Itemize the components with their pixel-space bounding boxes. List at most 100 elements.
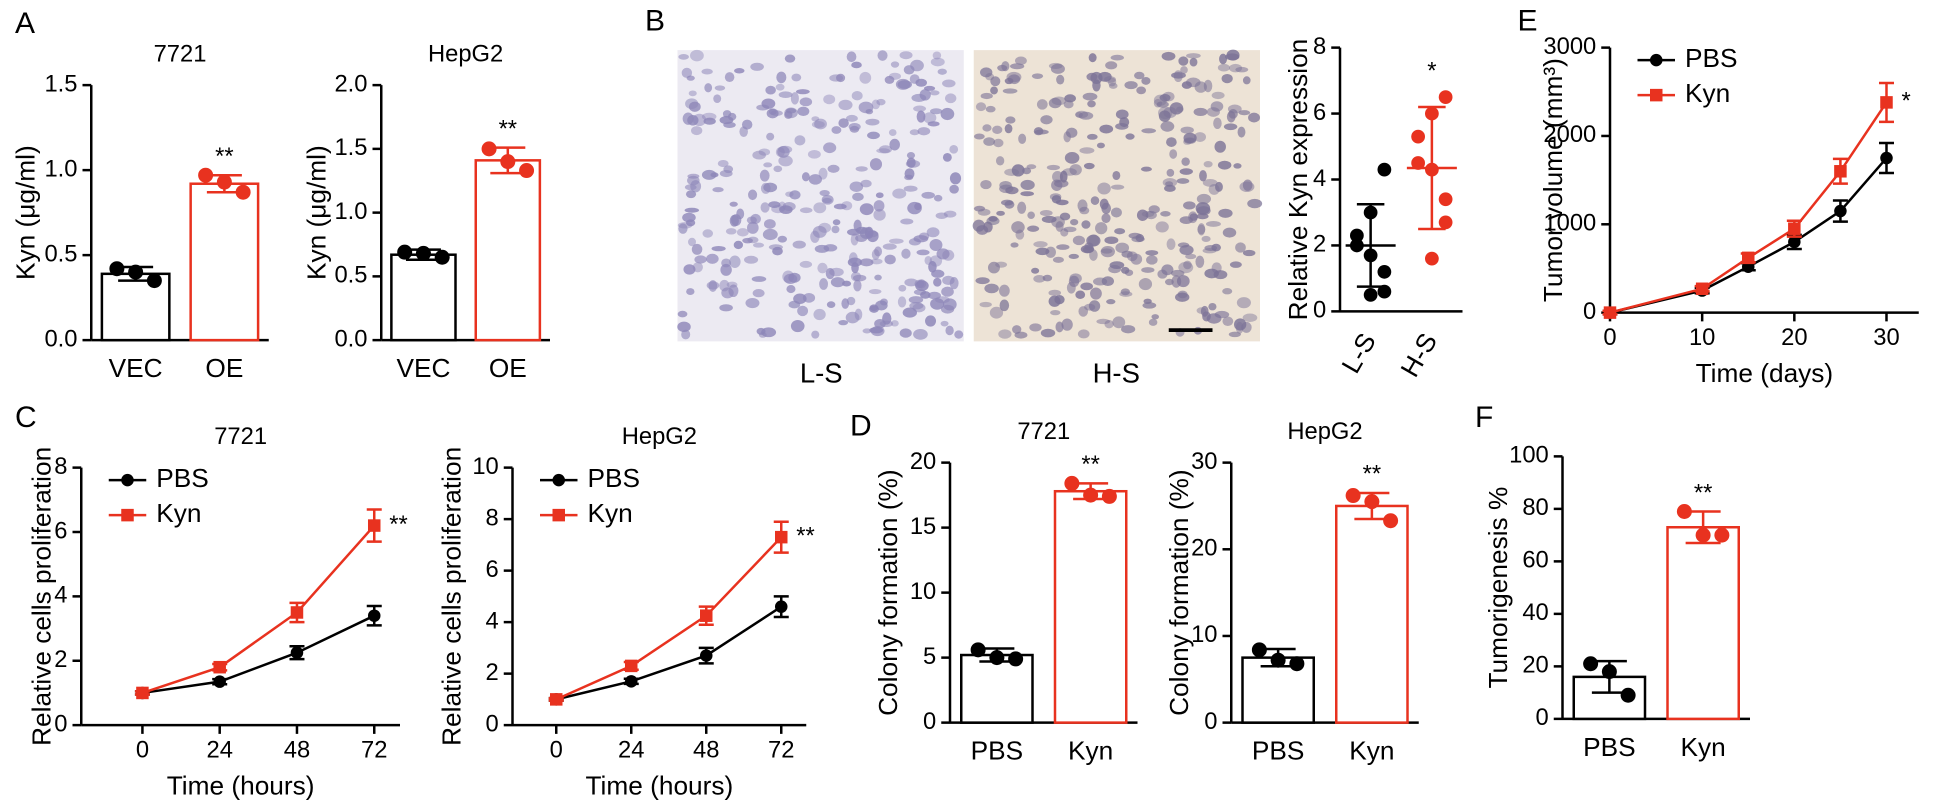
nucleus	[678, 54, 689, 60]
nucleus	[801, 172, 810, 182]
nucleus	[692, 262, 703, 273]
data-point	[1289, 656, 1305, 672]
nucleus	[936, 248, 950, 260]
data-point	[1083, 487, 1099, 503]
data-point	[1676, 504, 1692, 519]
nucleus	[1203, 79, 1213, 93]
nucleus	[1204, 244, 1218, 251]
nucleus	[760, 202, 770, 213]
x-tick-label: 72	[361, 737, 387, 764]
nucleus	[869, 327, 884, 334]
nucleus	[1228, 331, 1241, 338]
nucleus	[736, 228, 749, 237]
y-tick-label: 15	[910, 513, 936, 540]
y-axis-label: Relative Kyn expression	[1283, 39, 1313, 321]
data-point	[1377, 284, 1392, 299]
nucleus	[1052, 256, 1064, 263]
nucleus	[706, 281, 720, 290]
nucleus	[799, 260, 813, 268]
nucleus	[890, 320, 899, 327]
nucleus	[926, 227, 940, 238]
nucleus	[719, 304, 733, 312]
significance: *	[1427, 57, 1436, 84]
nucleus	[745, 298, 760, 309]
nucleus	[980, 179, 992, 190]
nucleus	[913, 328, 928, 340]
nucleus	[1199, 170, 1207, 182]
nucleus	[975, 277, 990, 285]
significance: **	[215, 143, 234, 170]
nucleus	[1183, 260, 1192, 270]
y-tick-label: 2.0	[334, 70, 367, 97]
nucleus	[930, 57, 945, 67]
nucleus	[1202, 179, 1218, 187]
data-point	[1008, 651, 1024, 667]
nucleus	[1063, 100, 1074, 109]
nucleus	[913, 105, 927, 112]
nucleus	[1195, 255, 1205, 268]
nucleus	[797, 305, 809, 317]
nucleus	[701, 68, 713, 75]
nucleus	[691, 243, 703, 255]
nucleus	[1138, 278, 1153, 291]
nucleus	[819, 278, 829, 290]
nucleus	[1120, 288, 1130, 296]
nucleus	[778, 155, 793, 167]
nucleus	[775, 83, 785, 91]
line	[1609, 157, 1888, 314]
marker	[1834, 165, 1847, 178]
data-point	[235, 184, 251, 200]
nucleus	[1114, 228, 1126, 235]
nucleus	[851, 262, 859, 274]
nucleus	[1004, 77, 1014, 85]
marker	[1695, 282, 1709, 296]
y-tick-label: 6	[486, 556, 499, 583]
nucleus	[1140, 166, 1152, 172]
data-point	[1438, 90, 1453, 104]
nucleus	[1136, 86, 1147, 95]
nucleus	[831, 126, 842, 134]
nucleus	[1040, 115, 1053, 125]
line	[142, 614, 375, 695]
nucleus	[1026, 164, 1037, 170]
nucleus	[855, 166, 868, 172]
nucleus	[677, 310, 688, 318]
nucleus	[713, 94, 722, 103]
nucleus	[719, 169, 733, 178]
nucleus	[1226, 49, 1240, 61]
data-point	[128, 264, 144, 280]
nucleus	[907, 201, 922, 215]
nucleus	[691, 126, 703, 136]
micrograph	[973, 50, 1260, 342]
nucleus	[989, 306, 1004, 319]
nucleus	[753, 242, 765, 248]
legend-marker	[121, 473, 134, 487]
nucleus	[1166, 238, 1176, 250]
nucleus	[790, 319, 805, 333]
nucleus	[758, 148, 771, 156]
nucleus	[879, 145, 892, 154]
nucleus	[849, 181, 864, 192]
marker	[1834, 204, 1847, 218]
nucleus	[1004, 200, 1015, 209]
nucleus	[897, 80, 912, 89]
nucleus	[1145, 210, 1157, 220]
nucleus	[1017, 201, 1027, 214]
nucleus	[1183, 137, 1197, 145]
nucleus	[940, 304, 955, 314]
y-axis-label: Tumorigenesis %	[1483, 487, 1513, 689]
nucleus	[1155, 221, 1169, 233]
nucleus	[1176, 178, 1190, 184]
data-point	[1695, 527, 1711, 543]
nucleus	[865, 108, 874, 115]
y-tick-label: 0.0	[44, 325, 77, 352]
nucleus	[1210, 101, 1224, 112]
nucleus	[785, 191, 794, 197]
y-tick-label: 5	[923, 643, 936, 670]
nucleus	[827, 164, 840, 173]
significance: **	[1081, 451, 1100, 478]
nucleus	[819, 189, 830, 197]
x-tick-label: 48	[693, 737, 719, 764]
y-tick-label: 4	[486, 607, 499, 634]
nucleus	[1101, 276, 1115, 287]
